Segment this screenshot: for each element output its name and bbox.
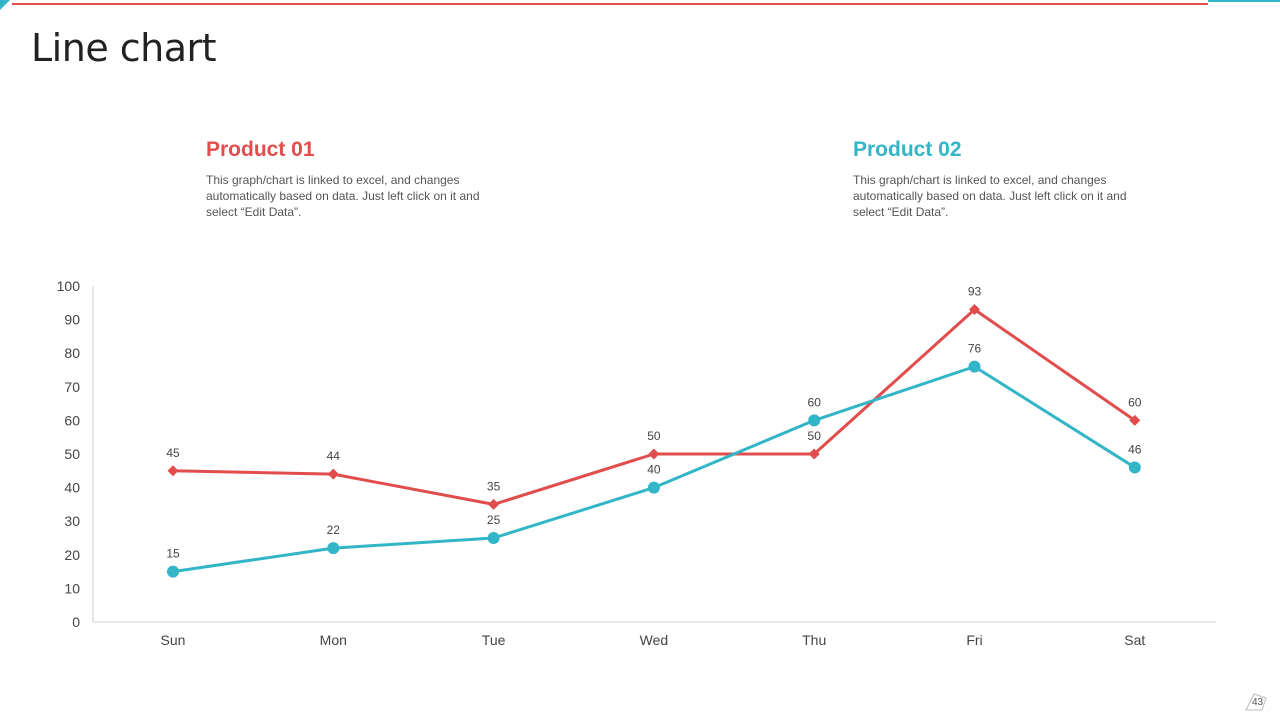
point-product-02-fri [968,360,981,373]
point-product-02-tue [487,532,500,544]
page-title: Line chart [31,26,217,70]
point-product-02-sun [167,565,179,578]
data-label-product-02-wed: 40 [647,463,661,477]
slide-corner-icon [1245,693,1267,711]
data-label-product-02-sun: 15 [166,547,180,561]
data-label-product-02-tue: 25 [487,513,501,527]
data-label-product-01-sun: 45 [166,446,180,460]
legend-description-product-01: This graph/chart is linked to excel, and… [206,173,480,219]
legend-title-product-02: Product 02 [853,138,962,161]
x-tick-label-thu: Thu [802,632,826,648]
y-tick-label-40: 40 [64,480,80,496]
y-tick-label-60: 60 [64,412,80,428]
data-label-product-02-mon: 22 [327,523,341,537]
legend-product-01: Product 01 This graph/chart is linked to… [206,138,496,220]
point-product-02-mon [327,542,340,555]
data-label-product-02-fri: 76 [968,342,982,356]
point-product-01-fri [969,304,980,316]
page-number: 43 [1252,697,1264,708]
x-tick-label-mon: Mon [320,632,347,648]
legend-title-product-01: Product 01 [206,138,315,161]
point-product-01-sun [167,465,179,477]
data-label-product-01-tue: 35 [487,479,501,493]
red-accent-line [12,3,1208,5]
data-label-product-01-mon: 44 [327,449,341,463]
data-label-product-01-wed: 50 [647,429,661,443]
point-product-01-sat [1129,414,1141,426]
data-label-product-02-sat: 46 [1128,442,1142,456]
y-tick-label-0: 0 [72,614,80,630]
legend-description-product-02: This graph/chart is linked to excel, and… [853,173,1127,219]
point-product-02-wed [647,481,660,494]
point-product-02-thu [808,414,821,427]
x-tick-label-sat: Sat [1124,632,1145,648]
teal-accent-line [1208,0,1280,2]
x-tick-label-fri: Fri [966,632,982,648]
x-tick-label-wed: Wed [640,632,669,648]
data-label-product-02-thu: 60 [808,395,822,409]
data-label-product-01-fri: 93 [968,285,982,299]
data-label-product-01-thu: 50 [808,429,822,443]
y-tick-label-100: 100 [57,278,81,294]
y-tick-label-50: 50 [64,446,80,462]
y-tick-label-70: 70 [64,379,80,395]
point-product-02-sat [1128,461,1141,474]
point-product-01-tue [488,498,500,510]
y-tick-label-10: 10 [64,580,80,596]
point-product-01-mon [327,468,339,480]
point-product-01-thu [808,448,820,460]
x-tick-label-tue: Tue [482,632,506,648]
top-accent-bar [0,0,1280,10]
data-label-product-01-sat: 60 [1128,395,1142,409]
y-tick-label-20: 20 [64,547,80,563]
legend-product-02: Product 02 This graph/chart is linked to… [853,138,1143,220]
y-tick-label-80: 80 [64,345,80,361]
y-tick-label-90: 90 [64,312,80,328]
x-tick-label-sun: Sun [161,632,186,648]
teal-corner-accent [0,0,10,10]
y-tick-label-30: 30 [64,513,80,529]
point-product-01-wed [648,448,660,460]
